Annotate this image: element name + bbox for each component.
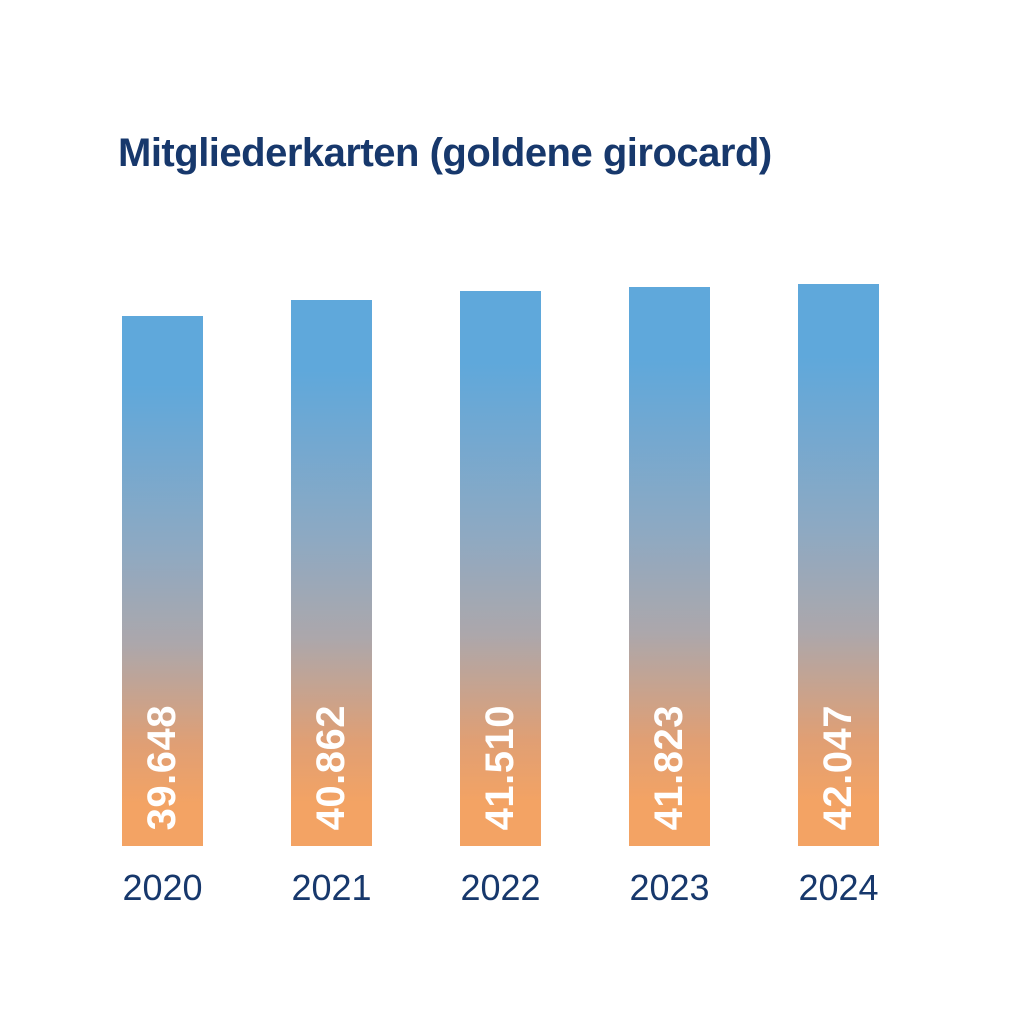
bar-value-label-2023: 41.823	[647, 704, 691, 830]
bar-value-label-2021: 40.862	[309, 704, 353, 830]
bar-value-label-2022: 41.510	[478, 704, 522, 830]
chart-title: Mitgliederkarten (goldene girocard)	[118, 131, 772, 175]
x-axis-label-2020: 2020	[122, 867, 203, 908]
plot-area: 39.648 40.862 41.510 41.823 42.047	[122, 284, 879, 846]
bar-2023: 41.823	[629, 287, 710, 846]
x-axis-label-2021: 2021	[291, 867, 372, 908]
bar-value-label-2024: 42.047	[816, 704, 860, 830]
x-axis-label-2023: 2023	[629, 867, 710, 908]
x-axis-label-2024: 2024	[798, 867, 879, 908]
bar-2022: 41.510	[460, 291, 541, 846]
bar-2024: 42.047	[798, 284, 879, 846]
bar-2021: 40.862	[291, 300, 372, 846]
bar-2020: 39.648	[122, 316, 203, 846]
x-axis-label-2022: 2022	[460, 867, 541, 908]
bar-value-label-2020: 39.648	[140, 704, 184, 830]
x-axis: 2020 2021 2022 2023 2024	[122, 866, 879, 909]
